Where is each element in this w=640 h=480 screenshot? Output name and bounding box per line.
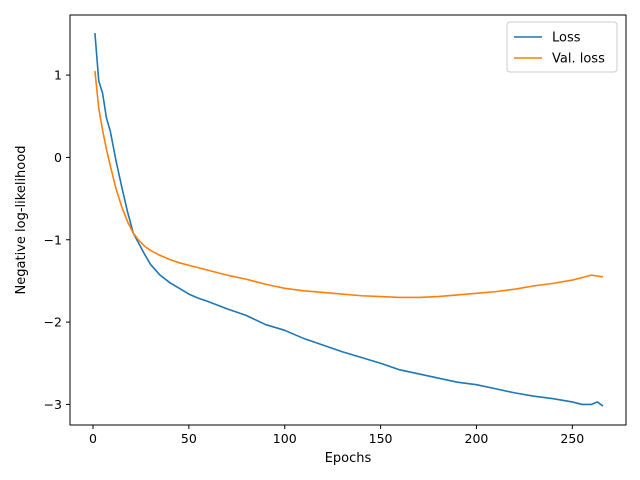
y-axis-label: Negative log-likelihood — [14, 146, 29, 295]
legend: Loss Val. loss — [506, 21, 618, 73]
plot-frame — [69, 14, 627, 426]
y-tick-label: −2 — [44, 315, 62, 330]
legend-label: Loss — [552, 31, 581, 46]
y-tick-label: 0 — [54, 150, 62, 165]
x-axis-ticks: 0 50 100 150 200 250 — [89, 425, 584, 446]
x-tick-label: 150 — [369, 431, 393, 446]
x-tick-label: 0 — [89, 431, 97, 446]
legend-box — [506, 21, 618, 73]
y-tick-label: 1 — [54, 68, 62, 83]
x-tick-label: 200 — [465, 431, 489, 446]
series-line-val-loss — [94, 70, 604, 299]
x-tick-label: 50 — [181, 431, 197, 446]
x-tick-label: 100 — [273, 431, 297, 446]
y-tick-label: −1 — [44, 232, 62, 247]
y-axis-ticks: −3 −2 −1 0 1 — [44, 68, 70, 412]
y-tick-label: −3 — [44, 397, 62, 412]
x-tick-label: 250 — [560, 431, 584, 446]
series-layer — [94, 33, 604, 407]
series-line-loss — [94, 33, 604, 407]
x-axis-label: Epochs — [325, 451, 372, 466]
legend-label: Val. loss — [552, 52, 605, 67]
